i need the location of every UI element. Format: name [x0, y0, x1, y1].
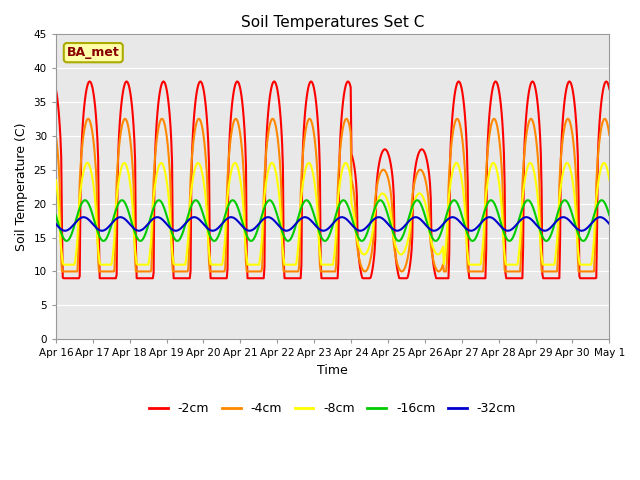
Title: Soil Temperatures Set C: Soil Temperatures Set C: [241, 15, 424, 30]
X-axis label: Time: Time: [317, 364, 348, 377]
Y-axis label: Soil Temperature (C): Soil Temperature (C): [15, 122, 28, 251]
Text: BA_met: BA_met: [67, 46, 120, 59]
Legend: -2cm, -4cm, -8cm, -16cm, -32cm: -2cm, -4cm, -8cm, -16cm, -32cm: [144, 397, 521, 420]
